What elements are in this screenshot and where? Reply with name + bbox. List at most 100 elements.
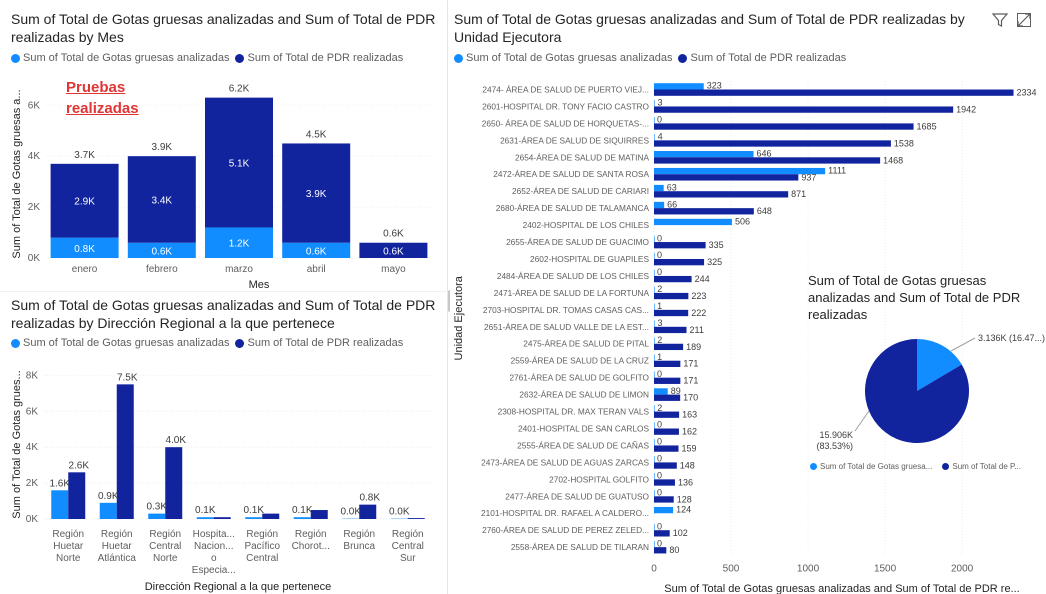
bar-pdr (654, 157, 881, 164)
y-tick-label: 2760-ÁREA DE SALUD DE PEREZ ZELED... (482, 525, 649, 535)
data-label: 1111 (828, 165, 846, 175)
data-label: 871 (791, 189, 806, 199)
bar-gotas (654, 354, 655, 361)
x-tick-label: 500 (723, 564, 740, 575)
data-label: 0 (657, 471, 662, 481)
y-axis-title: Sum of Total de Gotas gruesas a... (11, 89, 23, 258)
data-label: 89 (671, 386, 681, 396)
bar-gotas (654, 422, 655, 429)
pie-legend-item-pdr[interactable]: Sum of Total de P... (942, 462, 1021, 471)
bar-gotas (654, 252, 655, 259)
legend-item-pdr[interactable]: Sum of Total de PDR realizadas (235, 337, 403, 349)
legend-dot-gotas (11, 338, 20, 348)
data-label: 2 (657, 403, 662, 413)
x-tick-label: Región (295, 529, 327, 540)
bar-gotas (654, 337, 655, 344)
pie-legend: Sum of Total de Gotas gruesa... Sum of T… (810, 462, 1031, 471)
x-tick-label: Región (343, 529, 375, 540)
bar-pdr (654, 445, 679, 452)
x-tick-label: Central (392, 541, 424, 552)
bar-gotas (293, 517, 311, 519)
data-label: 244 (695, 274, 710, 284)
bar-pdr (654, 394, 681, 401)
total-label: 6.2K (229, 84, 250, 95)
bar-gotas (654, 388, 668, 395)
data-label: 0 (657, 488, 662, 498)
panel-divider-vertical (447, 0, 448, 594)
bar-gotas (127, 242, 196, 258)
legend-item-pdr[interactable]: Sum of Total de PDR realizadas (678, 52, 846, 64)
bar-pdr (654, 309, 689, 317)
pie-data-label: 3.136K (16.47...) (978, 333, 1045, 343)
data-label: 1685 (917, 121, 937, 131)
bar-gotas (99, 502, 117, 519)
data-label: 4.0K (165, 435, 186, 446)
chart-by-mes[interactable]: Sum of Total de Gotas gruesas analizadas… (0, 0, 444, 291)
x-tick-label: Central (246, 553, 278, 564)
bar-pdr (310, 510, 328, 519)
data-label: 0 (657, 267, 662, 277)
total-label: 4.5K (306, 129, 327, 140)
bar-gotas (205, 227, 273, 258)
bar-gotas (245, 517, 263, 519)
data-label: 0.1K (195, 505, 216, 516)
legend-item-pdr[interactable]: Sum of Total de PDR realizadas (235, 52, 403, 64)
bar-pdr (654, 428, 679, 435)
data-label: 1.6K (49, 478, 70, 489)
legend-dot-pdr (678, 53, 688, 63)
bar-pdr (654, 242, 706, 249)
y-tick-label: 2632-ÁREA DE SALUD DE LIMON (519, 390, 649, 400)
y-tick-label: 2308-HOSPITAL DR. MAX TERAN VALS (498, 407, 650, 417)
pie-title: Sum of Total de Gotas gruesas analizadas… (808, 273, 1021, 322)
legend-label: Sum of Total de Gotas gruesas analizadas (466, 52, 673, 64)
chart-by-unidad[interactable]: Sum of Total de Gotas gruesas analizadas… (450, 0, 1046, 594)
y-tick-label: 2761-ÁREA DE SALUD DE GOLFITO (509, 373, 649, 383)
data-label: 0.1K (292, 505, 313, 516)
bar-gotas (654, 83, 704, 90)
legend-dot-pdr (235, 338, 245, 348)
data-label: 0 (657, 538, 662, 548)
legend-item-gotas[interactable]: Sum of Total de Gotas gruesas analizadas (11, 52, 229, 64)
data-label: 0 (657, 115, 662, 125)
y-tick-label: 2477-ÁREA DE SALUD DE GUATUSO (505, 491, 649, 501)
pie-data-label: 15.906K (819, 430, 853, 440)
pie-legend-item-gotas[interactable]: Sum of Total de Gotas gruesa... (810, 462, 932, 471)
data-label: 148 (680, 460, 695, 470)
data-label: 3.4K (152, 195, 173, 206)
legend-item-gotas[interactable]: Sum of Total de Gotas gruesas analizadas (11, 337, 229, 349)
x-axis-title: Mes (249, 279, 270, 291)
data-label: 163 (682, 410, 697, 420)
data-label: 0.6K (306, 246, 327, 257)
focus-mode-icon[interactable] (1016, 12, 1032, 28)
x-tick-label: enero (72, 264, 98, 275)
y-tick-label: 2631-ÁREA DE SALUD DE SIQUIRRES (500, 135, 649, 145)
data-label: 222 (691, 308, 706, 318)
data-label: 0.6K (383, 246, 404, 257)
data-label: 1 (657, 301, 662, 311)
data-label: 128 (677, 494, 692, 504)
bar-gotas (654, 439, 655, 446)
legend-unidad: Sum of Total de Gotas gruesas analizadas… (454, 52, 852, 64)
bar-gotas (654, 405, 655, 412)
legend-mes: Sum of Total de Gotas gruesas analizadas… (11, 52, 409, 64)
data-label: 335 (709, 240, 724, 250)
x-tick-label: Pacífico (244, 541, 280, 552)
legend-item-gotas[interactable]: Sum of Total de Gotas gruesas analizadas (454, 52, 672, 64)
chart-by-region[interactable]: Sum of Total de Gotas gruesas analizadas… (0, 292, 444, 594)
data-label: 171 (683, 376, 698, 386)
data-label: 1.2K (229, 239, 250, 250)
x-tick-label: Región (149, 529, 181, 540)
data-label: 162 (682, 427, 697, 437)
filter-icon[interactable] (991, 12, 1009, 28)
y-tick-label: 2474- ÁREA DE SALUD DE PUERTO VIEJ... (482, 84, 649, 94)
data-label: 3 (657, 98, 662, 108)
x-tick-label: Especia... (192, 565, 236, 576)
data-label: 0 (657, 454, 662, 464)
y-tick-label: 4K (26, 442, 39, 453)
bar-gotas (654, 303, 655, 310)
data-label: 506 (735, 216, 750, 226)
y-tick-label: 2475-ÁREA DE SALUD DE PITAL (523, 339, 649, 349)
data-label: 0 (657, 233, 662, 243)
legend-label: Sum of Total de PDR realizadas (690, 52, 847, 64)
x-tick-label: Huetar (53, 541, 84, 552)
